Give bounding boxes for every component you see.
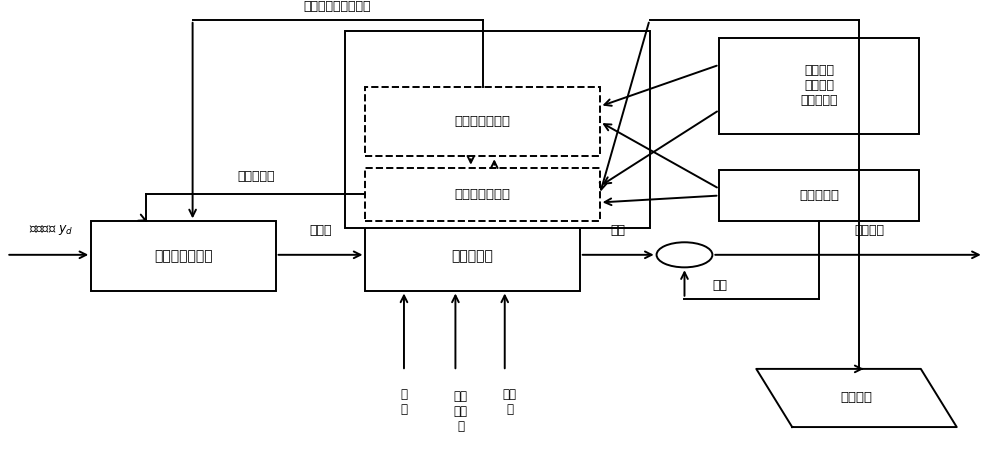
Bar bbox=[719, 38, 919, 134]
Text: 非线
性动
态: 非线 性动 态 bbox=[453, 390, 467, 433]
Text: 外干扰估计: 外干扰估计 bbox=[237, 170, 275, 183]
Text: 扩张状态观测器: 扩张状态观测器 bbox=[455, 188, 511, 201]
Bar bbox=[345, 31, 650, 228]
Text: 外干
扰: 外干 扰 bbox=[503, 389, 517, 416]
Text: 输出: 输出 bbox=[611, 224, 626, 237]
Text: 非线性系统: 非线性系统 bbox=[452, 249, 494, 263]
Text: 指令滤波器: 指令滤波器 bbox=[799, 189, 839, 202]
Text: 指令: 指令 bbox=[712, 279, 727, 292]
Text: 跟踪误差: 跟踪误差 bbox=[854, 224, 884, 237]
Bar bbox=[91, 221, 276, 291]
Circle shape bbox=[657, 242, 712, 267]
Bar bbox=[365, 168, 600, 221]
Text: 饱
和: 饱 和 bbox=[400, 389, 407, 416]
Text: 未知非线性动态估计: 未知非线性动态估计 bbox=[304, 0, 371, 13]
Text: 性能描述: 性能描述 bbox=[841, 391, 873, 404]
Text: 控制律: 控制律 bbox=[309, 224, 332, 237]
Bar bbox=[365, 87, 600, 157]
Text: 期望指令 $y_d$: 期望指令 $y_d$ bbox=[29, 223, 73, 237]
Text: 智能抗扰控制器: 智能抗扰控制器 bbox=[154, 249, 213, 263]
Text: 径向基神经网络: 径向基神经网络 bbox=[455, 115, 511, 128]
Text: 滤波误差
和饱和补
偿辅助系统: 滤波误差 和饱和补 偿辅助系统 bbox=[800, 64, 838, 108]
Bar bbox=[719, 170, 919, 221]
Bar bbox=[365, 221, 580, 291]
